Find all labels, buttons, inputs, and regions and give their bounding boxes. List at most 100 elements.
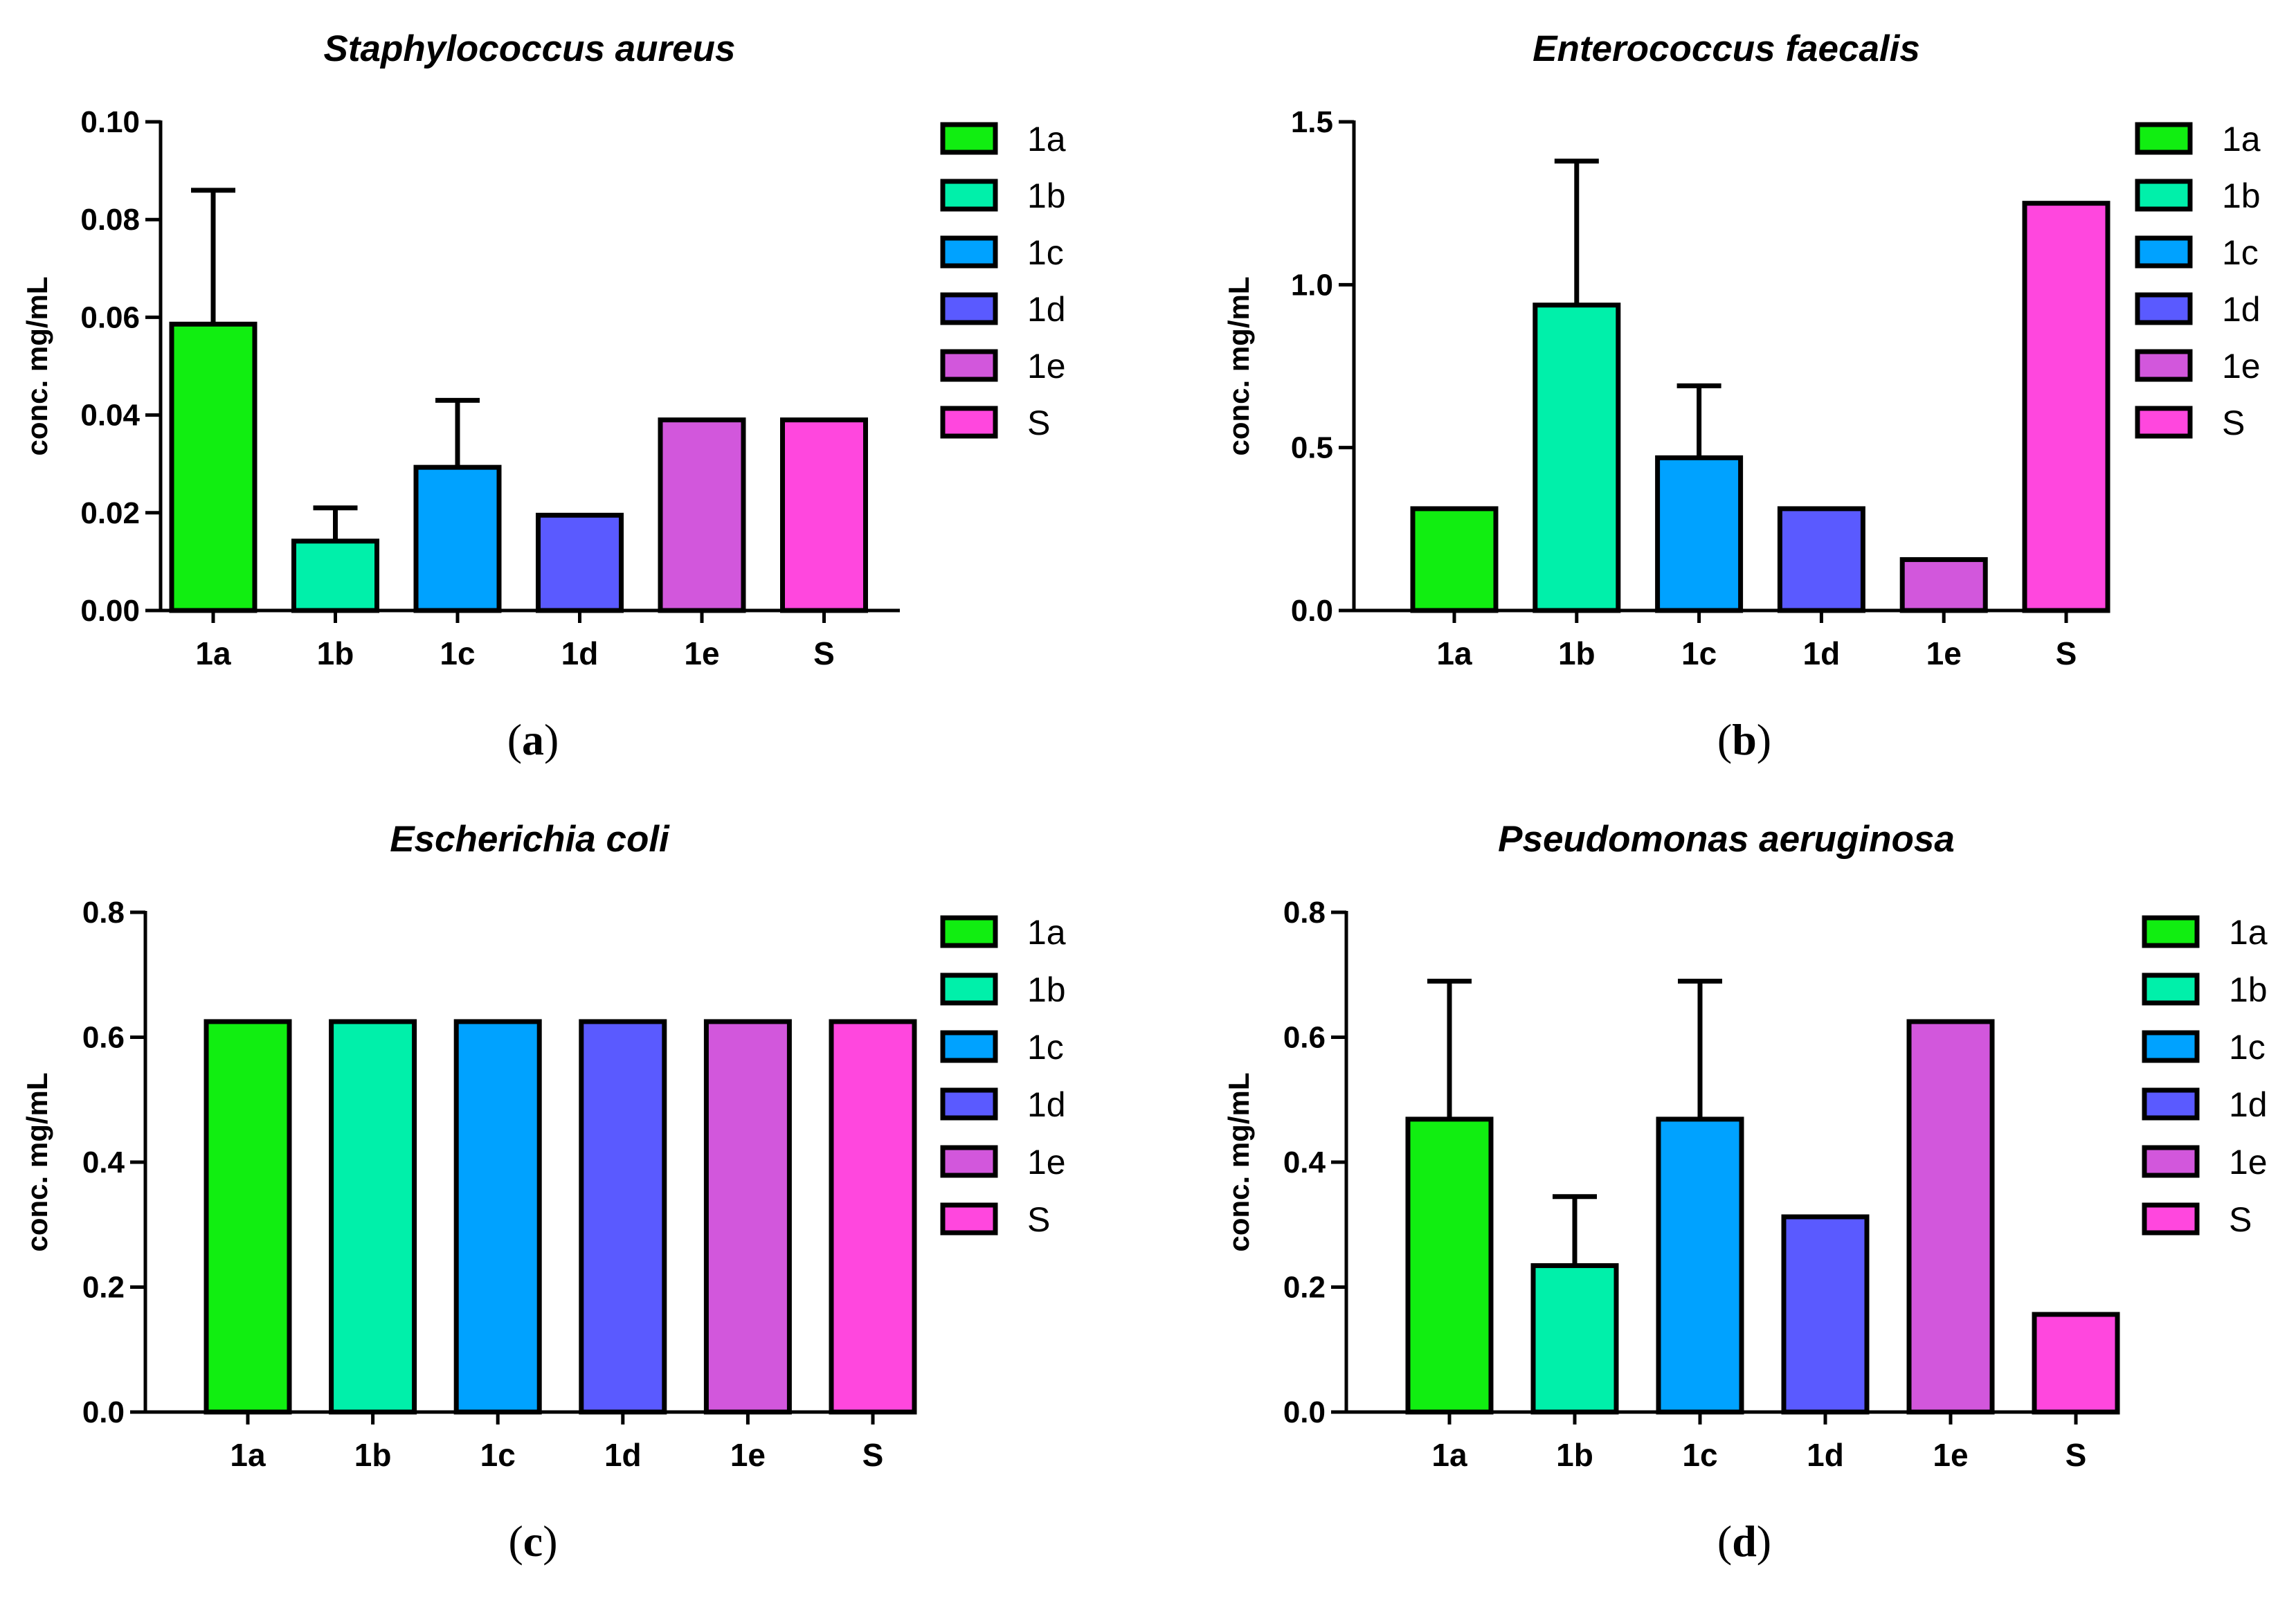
bar-1d — [1781, 1214, 1870, 1415]
legend-swatch-S — [940, 406, 998, 439]
y-tick-label: 0.6 — [82, 1021, 125, 1055]
legend-swatch-1e — [940, 349, 998, 382]
y-tick-label: 1.5 — [1291, 105, 1333, 139]
bar-1d — [1777, 506, 1865, 613]
x-tick-label: 1b — [317, 635, 354, 671]
bar-1b — [329, 1019, 417, 1415]
legend-swatch-1d — [940, 1087, 998, 1121]
legend-swatch-1b — [940, 179, 998, 212]
y-tick-label: 0.4 — [82, 1146, 125, 1179]
bar-1c — [1655, 455, 1744, 613]
x-tick-label: S — [813, 635, 835, 671]
x-tick-label: S — [2056, 635, 2077, 671]
y-tick-label: 0.4 — [1283, 1146, 1326, 1179]
legend-label: 1c — [2229, 1028, 2266, 1067]
legend-label: 1a — [1027, 913, 1066, 952]
legend-swatch-S — [940, 1202, 998, 1236]
x-tick-label: 1d — [604, 1437, 642, 1473]
legend-label: 1c — [1027, 1028, 1064, 1067]
y-tick-label: 1.0 — [1291, 268, 1333, 302]
legend-label: S — [1027, 404, 1050, 442]
x-tick-label: 1d — [561, 635, 599, 671]
bar-1a — [204, 1019, 292, 1415]
bar-S — [780, 417, 868, 613]
legend-swatch-1e — [940, 1145, 998, 1178]
bar-1e — [658, 417, 746, 613]
y-tick-label: 0.8 — [1283, 896, 1326, 930]
x-tick-label: 1c — [480, 1437, 516, 1473]
bar-1a — [1405, 1116, 1494, 1415]
y-tick-label: 0.00 — [80, 594, 140, 628]
legend-label: 1d — [1027, 1085, 1066, 1124]
legend-label: 1d — [2229, 1085, 2268, 1124]
x-tick-label: 1e — [730, 1437, 766, 1473]
legend-label: 1c — [1027, 233, 1064, 272]
legend-swatch-1e — [2135, 349, 2193, 382]
legend-swatch-1c — [2135, 235, 2193, 269]
legend-label: 1b — [1027, 970, 1066, 1009]
x-tick-label: 1b — [1556, 1437, 1593, 1473]
legend-swatch-1a — [940, 122, 998, 155]
legend-label: 1a — [2222, 120, 2261, 159]
legend-swatch-1b — [940, 973, 998, 1006]
x-tick-label: 1b — [1558, 635, 1596, 671]
chart-title: Pseudomonas aeruginosa — [1498, 819, 1955, 860]
chart-panel-4: Pseudomonas aeruginosa conc. mg/mL 0.0 0.2 0… — [1222, 819, 2268, 1566]
bar-1b — [291, 539, 379, 613]
x-tick-label: 1e — [1933, 1437, 1968, 1473]
bar-1e — [1899, 557, 1988, 613]
chart-panel-1: Staphylococcus aureus conc. mg/mL 0.00 0.02… — [21, 28, 1066, 764]
legend-label: 1e — [1027, 347, 1066, 386]
y-axis-label: conc. mg/mL — [21, 276, 53, 455]
legend-label: S — [1027, 1200, 1050, 1239]
y-tick-label: 0.04 — [80, 399, 140, 433]
legend-swatch-S — [2142, 1202, 2200, 1236]
bar-1c — [453, 1019, 542, 1415]
legend-label: 1e — [2229, 1143, 2268, 1182]
panel-caption: (b) — [1717, 715, 1771, 764]
bar-S — [829, 1019, 917, 1415]
legend-label: 1c — [2222, 233, 2259, 272]
legend-swatch-1b — [2142, 973, 2200, 1006]
legend-label: 1d — [2222, 290, 2261, 329]
bar-1d — [579, 1019, 667, 1415]
panel-caption: (c) — [508, 1517, 557, 1566]
bar-1b — [1530, 1263, 1619, 1415]
y-tick-label: 0.8 — [82, 896, 125, 930]
y-tick-label: 0.08 — [80, 203, 140, 237]
legend-swatch-1a — [2135, 122, 2193, 155]
legend-label: 1d — [1027, 290, 1066, 329]
legend-swatch-1a — [940, 915, 998, 948]
x-tick-label: 1a — [1436, 635, 1472, 671]
legend-label: 1b — [2229, 970, 2268, 1009]
x-tick-label: 1d — [1807, 1437, 1844, 1473]
y-axis-label: conc. mg/mL — [1222, 1072, 1255, 1251]
bar-S — [2022, 201, 2110, 613]
chart-title: Enterococcus faecalis — [1533, 28, 1920, 69]
panel-caption: (d) — [1717, 1517, 1771, 1566]
legend-label: 1b — [1027, 177, 1066, 215]
legend-label: 1b — [2222, 177, 2261, 215]
legend-swatch-1d — [940, 292, 998, 325]
legend-swatch-S — [2135, 406, 2193, 439]
chart-title: Escherichia coli — [390, 819, 670, 860]
chart-title: Staphylococcus aureus — [324, 28, 736, 69]
legend-label: 1a — [1027, 120, 1066, 159]
y-tick-label: 0.02 — [80, 496, 140, 530]
y-tick-label: 0.5 — [1291, 431, 1333, 465]
y-tick-label: 0.0 — [1291, 594, 1333, 628]
bar-1b — [1533, 302, 1621, 613]
bar-1e — [703, 1019, 792, 1415]
legend-label: 1a — [2229, 913, 2268, 952]
bar-1a — [169, 321, 257, 613]
x-tick-label: S — [862, 1437, 884, 1473]
x-tick-label: 1e — [684, 635, 719, 671]
x-tick-label: 1a — [1431, 1437, 1467, 1473]
x-tick-label: 1d — [1803, 635, 1841, 671]
y-axis-label: conc. mg/mL — [1222, 276, 1255, 455]
x-tick-label: 1c — [1681, 635, 1717, 671]
y-tick-label: 0.06 — [80, 300, 140, 334]
y-tick-label: 0.2 — [82, 1271, 125, 1305]
legend-label: 1e — [2222, 347, 2261, 386]
